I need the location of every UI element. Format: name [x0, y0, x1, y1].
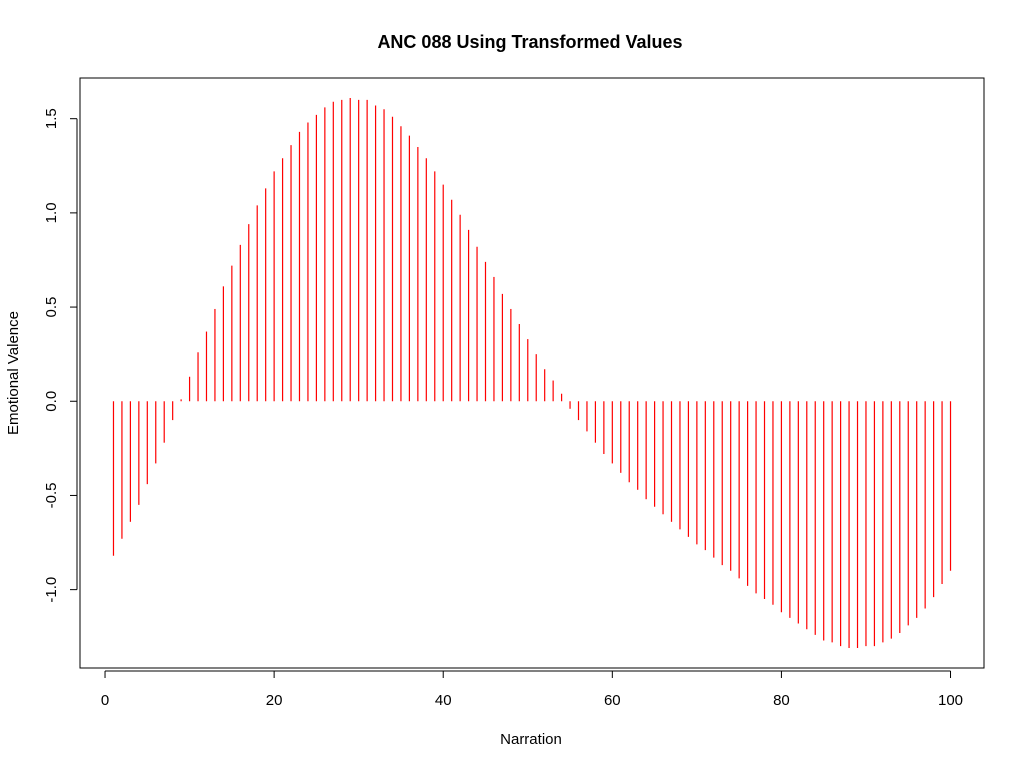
x-axis-label: Narration: [500, 731, 562, 748]
plot-frame: [79, 77, 985, 669]
chart-title: ANC 088 Using Transformed Values: [377, 32, 682, 52]
x-tick-label: 0: [101, 692, 109, 709]
x-tick-label: 20: [266, 692, 283, 709]
y-tick-label: 0.0: [43, 391, 60, 412]
x-tick-label: 80: [773, 692, 790, 709]
y-tick-label: 0.5: [43, 297, 60, 318]
y-tick-label: 1.0: [43, 202, 60, 223]
y-tick-label: -0.5: [43, 483, 60, 509]
y-axis-label: Emotional Valence: [5, 311, 22, 435]
x-tick-label: 100: [938, 692, 963, 709]
y-tick-label: 1.5: [43, 108, 60, 129]
x-tick-label: 60: [604, 692, 621, 709]
x-tick-label: 40: [435, 692, 452, 709]
y-tick-label: -1.0: [43, 577, 60, 603]
